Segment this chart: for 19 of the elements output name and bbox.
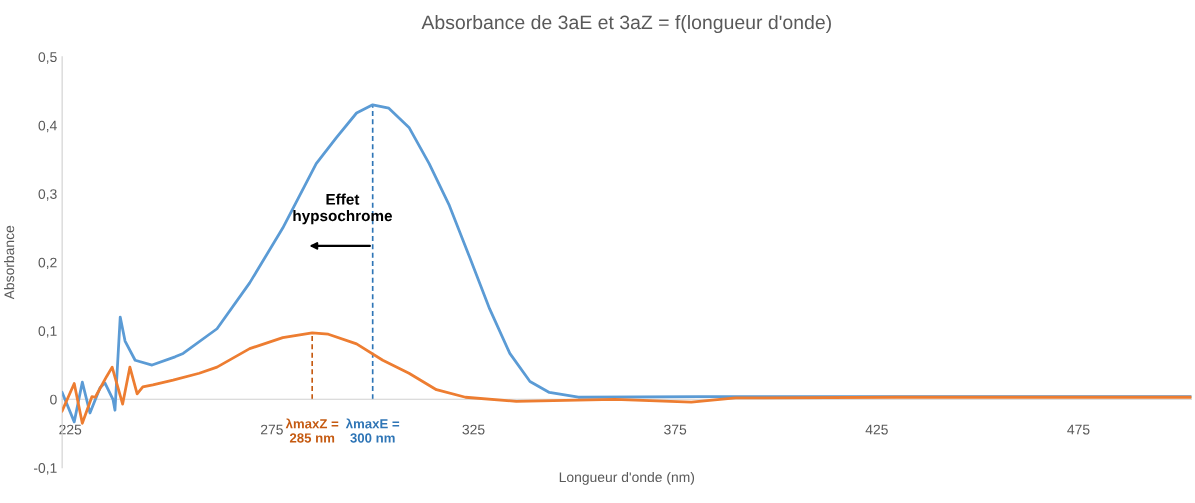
x-tick-label: 225 (59, 424, 82, 435)
y-tick-label: 0 (50, 394, 57, 405)
x-tick-label: 475 (1067, 424, 1090, 435)
annotation: Effet hypsochrome (293, 193, 393, 225)
chart-title: Absorbance de 3aE et 3aZ = f(longueur d'onde) (421, 14, 831, 34)
x-tick-label: 425 (865, 424, 888, 435)
y-tick-label: -0,1 (33, 463, 57, 475)
y-tick-label: 0,5 (38, 52, 57, 64)
x-axis-title: Longueur d'onde (nm) (559, 471, 695, 485)
ref-line-label: λmaxZ = 285 nm (285, 418, 339, 443)
x-tick-label: 375 (664, 424, 687, 435)
y-tick-label: 0,1 (38, 326, 57, 338)
x-tick-label: 325 (462, 424, 485, 435)
y-tick-label: 0,3 (38, 189, 57, 201)
ref-line-label: λmaxE = 300 nm (345, 418, 400, 443)
y-tick-label: 0,2 (38, 257, 57, 270)
y-axis-title: Absorbance (4, 225, 15, 300)
x-tick-label: 275 (260, 424, 283, 435)
y-tick-label: 0,4 (38, 120, 57, 133)
